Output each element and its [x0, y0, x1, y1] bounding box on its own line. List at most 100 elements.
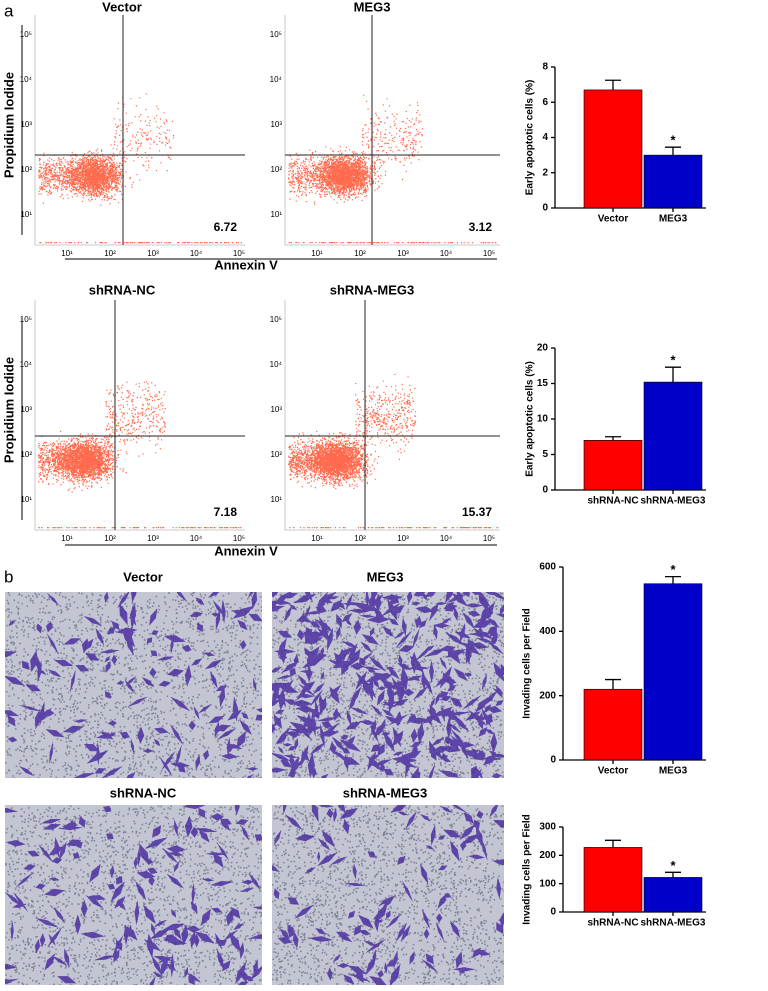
micrograph — [5, 805, 262, 985]
y-tick-label: 10 — [537, 414, 549, 425]
image-title: shRNA-NC — [110, 785, 177, 800]
x-tick-label: 10¹ — [61, 534, 73, 543]
y-tick-label: 10⁴ — [20, 360, 33, 369]
panel-label: a — [4, 1, 14, 20]
y-tick-label: 300 — [539, 822, 556, 833]
y-tick-label: 10⁴ — [270, 75, 283, 84]
scatter-cloud — [38, 93, 243, 244]
bar — [583, 847, 643, 913]
y-tick-label: 8 — [542, 62, 548, 73]
plot-frame — [34, 15, 245, 246]
quadrant-value: 6.72 — [214, 220, 238, 234]
error-bar — [665, 871, 681, 878]
y-tick-label: 10⁵ — [20, 315, 32, 324]
bar — [643, 877, 703, 913]
error-bar — [605, 678, 621, 690]
y-tick-label: 2 — [542, 167, 548, 178]
y-tick-label: 20 — [537, 343, 549, 354]
image-title: shRNA-MEG3 — [343, 785, 428, 800]
image-title: MEG3 — [367, 569, 404, 584]
y-tick-label: 400 — [539, 626, 556, 637]
x-tick-label: 10³ — [147, 534, 159, 543]
x-tick-label: 10⁴ — [190, 249, 203, 258]
significance-mark: * — [670, 133, 676, 148]
error-bar — [665, 146, 681, 156]
significance-mark: * — [670, 858, 676, 873]
scatter-cloud — [288, 373, 499, 529]
error-bar — [605, 79, 621, 90]
x-tick-label: 10¹ — [61, 249, 73, 258]
y-tick-label: 15 — [537, 378, 549, 389]
y-tick-label: 10⁵ — [20, 30, 32, 39]
cells — [272, 592, 504, 778]
x-tick-label: 10¹ — [311, 249, 323, 258]
y-tick-label: 10¹ — [270, 210, 282, 219]
x-axis-label: Annexin V — [214, 257, 278, 272]
scatter-cloud — [38, 381, 242, 529]
y-tick-label: 10³ — [270, 405, 282, 414]
image-title: Vector — [123, 569, 163, 584]
cells — [5, 805, 262, 985]
x-tick-label: 10⁵ — [483, 249, 495, 258]
plot-title: Vector — [102, 0, 142, 14]
y-tick-label: 10² — [20, 165, 32, 174]
y-axis-label: Invading cells per Field — [522, 608, 533, 719]
y-tick-label: 10¹ — [270, 495, 282, 504]
panel-label: b — [4, 567, 13, 586]
bar — [643, 154, 703, 209]
y-tick-label: 10³ — [270, 120, 282, 129]
error-bar — [605, 839, 621, 848]
quadrant-value: 7.18 — [214, 505, 238, 519]
error-bar — [605, 436, 621, 441]
micrograph — [272, 592, 504, 778]
bar — [643, 583, 703, 761]
x-tick-label: MEG3 — [659, 766, 688, 777]
y-axis-label: Early apoptotic cells (%) — [525, 80, 536, 196]
quadrant-value: 3.12 — [469, 220, 493, 234]
y-tick-label: 10⁵ — [270, 315, 282, 324]
significance-mark: * — [670, 562, 676, 577]
x-tick-label: 10⁵ — [233, 534, 245, 543]
x-tick-label: 10² — [104, 534, 116, 543]
y-tick-label: 600 — [539, 562, 556, 573]
x-tick-label: 10³ — [147, 249, 159, 258]
y-tick-label: 5 — [542, 449, 548, 460]
x-tick-label: 10⁵ — [483, 534, 495, 543]
bar — [583, 89, 643, 209]
plot-frame — [284, 15, 500, 246]
y-tick-label: 4 — [542, 132, 548, 143]
y-tick-label: 10¹ — [20, 495, 32, 504]
y-tick-label: 10² — [270, 165, 282, 174]
micrograph-bg — [5, 805, 262, 985]
y-axis-label: Early apoptotic cells (%) — [525, 361, 536, 477]
y-tick-label: 0 — [550, 907, 556, 918]
y-tick-label: 10⁵ — [270, 30, 282, 39]
y-tick-label: 10¹ — [20, 210, 32, 219]
y-axis-label: Invading cells per Field — [522, 814, 533, 925]
x-tick-label: 10⁴ — [190, 534, 203, 543]
plot-frame — [34, 300, 245, 531]
y-tick-label: 0 — [542, 485, 548, 496]
x-tick-label: shRNA-MEG3 — [640, 496, 705, 507]
x-tick-label: Vector — [598, 766, 629, 777]
y-axis-label: Propidium Iodide — [1, 72, 16, 178]
y-tick-label: 100 — [539, 878, 556, 889]
x-tick-label: 10⁵ — [233, 249, 245, 258]
significance-mark: * — [670, 353, 676, 368]
x-tick-label: shRNA-NC — [587, 496, 638, 507]
bar — [583, 688, 643, 761]
y-tick-label: 6 — [542, 97, 548, 108]
x-tick-label: 10² — [104, 249, 116, 258]
x-tick-label: Vector — [598, 214, 629, 225]
y-tick-label: 10⁴ — [270, 360, 283, 369]
x-axis-label: Annexin V — [214, 543, 278, 558]
y-axis-label: Propidium Iodide — [1, 357, 16, 463]
y-tick-label: 10⁴ — [20, 75, 33, 84]
quadrant-value: 15.37 — [462, 505, 492, 519]
y-tick-label: 0 — [550, 755, 556, 766]
y-tick-label: 200 — [539, 850, 556, 861]
y-tick-label: 200 — [539, 690, 556, 701]
plot-title: shRNA-NC — [89, 282, 156, 297]
x-tick-label: 10³ — [397, 534, 409, 543]
